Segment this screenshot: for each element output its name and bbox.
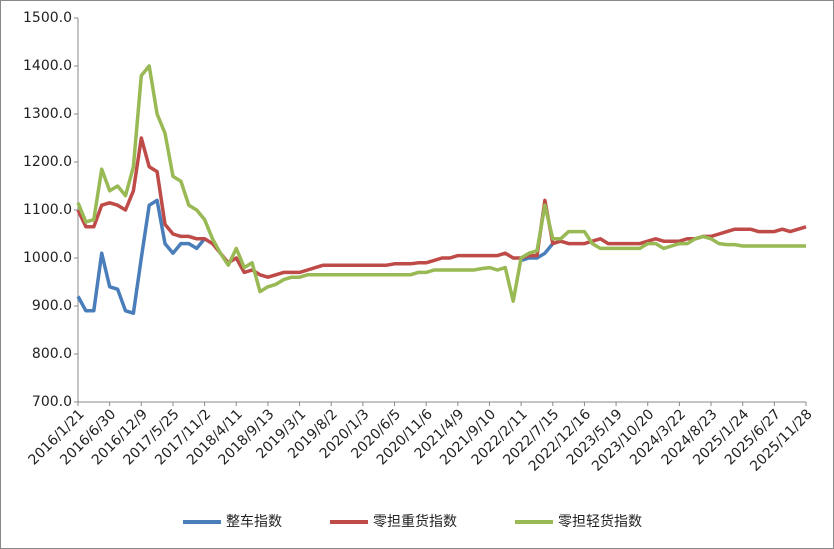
series-line — [76, 64, 806, 303]
y-tick-label: 1000.0 — [23, 250, 72, 266]
legend-label: 零担重货指数 — [373, 513, 457, 530]
legend-label: 整车指数 — [226, 513, 282, 530]
y-tick-label: 800.0 — [32, 346, 72, 362]
series-line — [76, 136, 807, 279]
legend-label: 零担轻货指数 — [558, 513, 642, 530]
y-tick-label: 1300.0 — [23, 106, 72, 122]
y-tick-label: 900.0 — [32, 298, 72, 314]
y-tick-label: 1400.0 — [23, 58, 72, 74]
y-tick-label: 1500.0 — [23, 10, 72, 26]
y-tick-label: 1200.0 — [23, 154, 72, 170]
series-line — [76, 198, 555, 315]
y-tick-label: 1100.0 — [23, 202, 72, 218]
y-tick-label: 700.0 — [32, 394, 72, 410]
